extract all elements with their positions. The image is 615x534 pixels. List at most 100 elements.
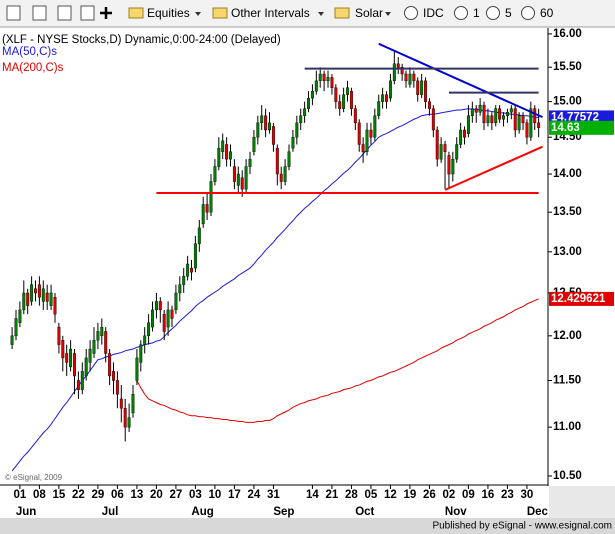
candle-body — [18, 309, 22, 323]
candle-body — [310, 90, 314, 99]
candle-body — [244, 166, 248, 190]
x-tick-label: 21 — [326, 489, 339, 501]
x-tick-label: 06 — [111, 489, 124, 501]
candle-body — [26, 292, 30, 306]
candle-body — [65, 353, 69, 363]
add-icon[interactable] — [100, 7, 112, 19]
watermark: © eSignal, 2009 — [5, 473, 63, 482]
candle-body — [232, 166, 236, 182]
candle-body — [482, 104, 486, 124]
candle-body — [174, 292, 178, 311]
x-tick-label: 17 — [228, 489, 241, 501]
candle-body — [377, 101, 381, 116]
folder[interactable]: Solar — [355, 6, 383, 20]
icon[interactable] — [57, 5, 72, 21]
candle-body — [80, 371, 84, 390]
candle-body — [338, 101, 342, 109]
x-tick-label: 08 — [33, 489, 46, 501]
y-tick-label: 15.50 — [553, 61, 582, 73]
x-tick-label: 29 — [92, 489, 105, 501]
candle-body — [303, 108, 307, 116]
candle-body — [84, 357, 88, 377]
candle-body — [166, 309, 170, 328]
candle-body — [190, 267, 193, 273]
x-tick-label: 26 — [423, 489, 436, 501]
candle-body — [115, 380, 119, 395]
folder[interactable]: Equities — [147, 6, 190, 20]
candle-body — [318, 73, 322, 82]
candle-body — [88, 348, 92, 363]
y-tick-label: 11.00 — [553, 421, 581, 433]
candle-body — [474, 108, 478, 113]
footer: Published by eSignal - www.esignal.com — [432, 521, 612, 532]
interval[interactable]: 1 — [473, 6, 480, 20]
candle-body — [57, 326, 61, 345]
candle-body — [236, 173, 240, 186]
candle-body — [53, 296, 57, 315]
candle-body — [108, 353, 112, 377]
candle-body — [466, 115, 470, 134]
x-tick-label: 09 — [462, 489, 475, 501]
candle-body — [349, 90, 353, 109]
dropdown-arrow[interactable] — [195, 12, 201, 16]
x-tick-label: 16 — [482, 489, 495, 501]
x-tick-label: 30 — [521, 489, 534, 501]
month-label: Oct — [355, 506, 374, 518]
interval[interactable]: 60 — [540, 6, 554, 20]
candle-body — [505, 111, 509, 116]
interval[interactable]: 5 — [505, 6, 512, 20]
candle-body — [420, 80, 424, 95]
candle-body — [260, 115, 264, 124]
x-tick-label: 24 — [248, 489, 261, 501]
candle-body — [521, 115, 525, 124]
candle-body — [217, 147, 221, 167]
interval-icon[interactable] — [454, 6, 468, 20]
candle-body — [205, 204, 209, 213]
y-tick-label: 11.50 — [553, 375, 581, 387]
candle-body — [45, 292, 49, 302]
candle-body — [392, 63, 396, 82]
x-tick-label: 15 — [52, 489, 65, 501]
candle-body — [135, 357, 139, 381]
candle-body — [330, 77, 334, 88]
candle-body — [498, 108, 502, 120]
plot-area — [10, 42, 543, 472]
icon[interactable] — [80, 5, 95, 21]
folder[interactable]: Other Intervals — [231, 6, 310, 20]
candle-body — [400, 67, 404, 75]
candle-body — [357, 122, 361, 145]
candle-body — [509, 108, 513, 113]
interval-icon[interactable] — [486, 6, 500, 20]
candle-body — [127, 417, 131, 428]
candle-body — [37, 284, 41, 298]
dropdown-arrow[interactable] — [385, 12, 391, 16]
folder-icon — [128, 7, 144, 19]
price-box-label: 12.429621 — [551, 293, 606, 305]
interval-icon[interactable] — [521, 6, 535, 20]
dropdown-arrow[interactable] — [318, 12, 324, 16]
footer-bg — [0, 518, 615, 534]
candle-body — [447, 155, 451, 175]
candle-body — [525, 122, 529, 138]
icon[interactable] — [32, 5, 47, 21]
candle-body — [225, 144, 229, 160]
candle-body — [248, 158, 252, 167]
candle-body — [334, 87, 338, 102]
candle-body — [14, 318, 18, 337]
candle-body — [369, 129, 373, 138]
x-tick-label: 10 — [209, 489, 222, 501]
trend-line — [444, 145, 543, 191]
chart-title: (XLF - NYSE Stocks,D) Dynamic,0:00-24:00… — [2, 34, 281, 46]
data-source[interactable]: IDC — [423, 6, 444, 20]
source-icon[interactable] — [404, 6, 418, 20]
legend-entry: MA(50,C)s — [2, 46, 57, 58]
x-tick-label: 28 — [345, 489, 358, 501]
candle-body — [139, 344, 143, 363]
candle-body — [279, 173, 283, 182]
legend-entry: MA(200,C)s — [2, 62, 64, 74]
candle-body — [494, 108, 498, 124]
candle-body — [49, 292, 53, 306]
icon[interactable] — [6, 5, 21, 21]
candle-body — [96, 331, 100, 341]
